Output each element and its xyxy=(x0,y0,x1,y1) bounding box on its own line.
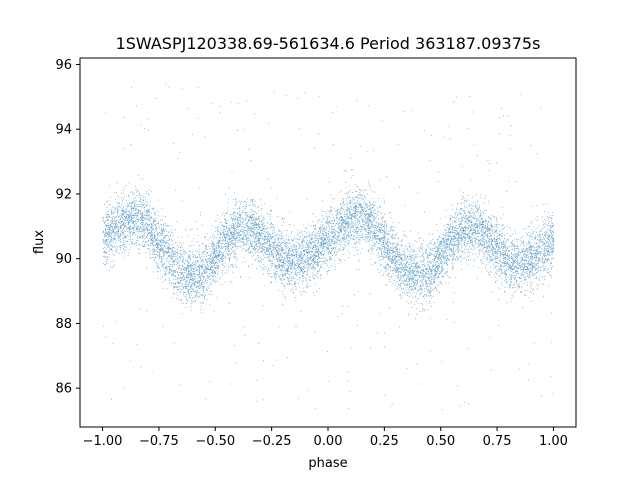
y-tick-label: 92 xyxy=(55,187,72,202)
y-tick-label: 94 xyxy=(55,123,72,138)
y-tick-label: 90 xyxy=(55,252,72,267)
x-tick-label: 0.50 xyxy=(426,434,455,449)
x-tick-label: −1.00 xyxy=(83,434,123,449)
y-tick-label: 86 xyxy=(55,382,72,397)
x-axis-ticks: −1.00 −0.75 −0.50 −0.25 0.00 0.25 0.50 0.75 1.00 xyxy=(83,427,568,449)
y-axis-label: flux xyxy=(32,230,47,254)
scatter-points xyxy=(102,83,555,411)
x-tick-label: −0.75 xyxy=(139,434,179,449)
x-tick-label: −0.50 xyxy=(195,434,235,449)
data-points xyxy=(102,83,555,411)
x-tick-label: 1.00 xyxy=(539,434,568,449)
y-axis-ticks: 86 88 90 92 94 96 xyxy=(55,58,80,397)
y-tick-label: 96 xyxy=(55,58,72,73)
x-tick-label: 0.00 xyxy=(314,434,343,449)
x-axis-label: phase xyxy=(308,456,347,471)
chart-title: 1SWASPJ120338.69-561634.6 Period 363187.… xyxy=(116,34,541,53)
x-tick-label: 0.25 xyxy=(370,434,399,449)
x-tick-label: 0.75 xyxy=(483,434,512,449)
y-tick-label: 88 xyxy=(55,317,72,332)
x-tick-label: −0.25 xyxy=(252,434,292,449)
